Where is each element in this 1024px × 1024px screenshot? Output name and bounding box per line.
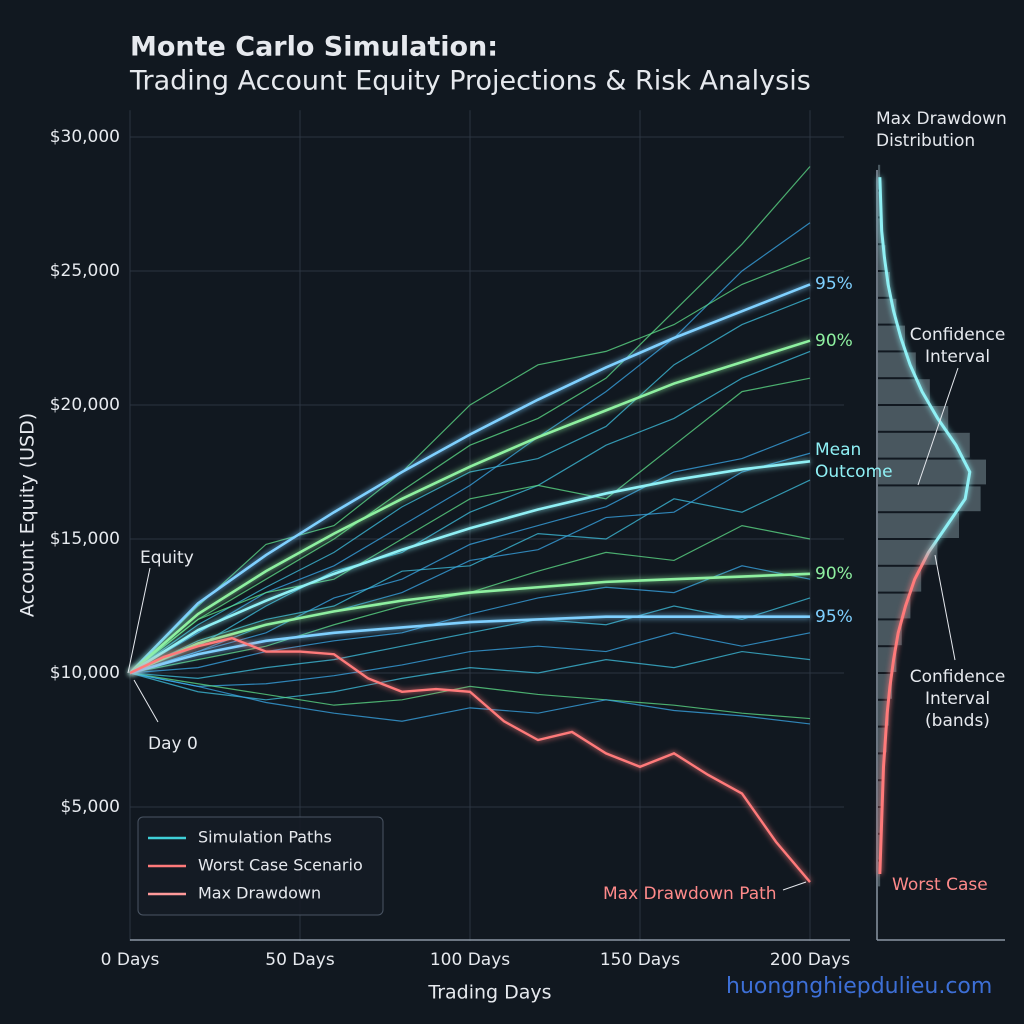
dist-bar	[878, 218, 883, 244]
percentile-line	[129, 572, 811, 675]
plot	[129, 166, 811, 883]
annotation: Confidence Interval (bands)	[909, 667, 1006, 731]
simulation-path	[129, 672, 811, 725]
grid: $5,000 $10,000 $15,000 $20,000 $25,000 $30,00…	[50, 110, 850, 970]
percentile-line	[129, 283, 811, 674]
simulation-path	[129, 297, 811, 674]
worst-case-path	[129, 636, 811, 883]
x-tick-label: 50 Days	[265, 950, 335, 970]
percentile-line	[129, 615, 810, 675]
annotation: Worst Case	[892, 875, 988, 895]
y-tick-label: $20,000	[50, 395, 120, 415]
y-axis-label: Account Equity (USD)	[17, 413, 39, 617]
x-axis-label: Trading Days	[427, 982, 551, 1004]
y-tick-label: $15,000	[50, 529, 120, 549]
simulation-path	[129, 350, 811, 674]
dist-title: Max Drawdown Distribution	[876, 109, 1007, 151]
simulation-path	[129, 632, 811, 688]
chart-title: Monte Carlo Simulation:	[130, 32, 498, 63]
percentile-line	[129, 339, 811, 674]
simulation-path	[129, 166, 811, 674]
pointer	[917, 367, 959, 486]
y-tick-label: $10,000	[50, 663, 120, 683]
dist-bar	[878, 727, 887, 753]
dist-bar	[878, 164, 881, 190]
distribution	[878, 164, 986, 887]
simulation-path	[129, 479, 811, 674]
pointer	[133, 679, 159, 723]
dist-bar	[878, 700, 889, 726]
percentile-label: 95%	[815, 606, 853, 627]
legend-box	[137, 816, 384, 916]
pointer	[934, 554, 956, 661]
percentile-label: 95%	[815, 274, 853, 295]
dist-bar	[878, 781, 884, 806]
percentile-line	[129, 459, 811, 675]
percentile-label: 90%	[815, 330, 853, 351]
dist-bar	[878, 808, 883, 833]
x-tick-label: 150 Days	[600, 950, 680, 970]
simulation-path	[129, 222, 811, 674]
y-tick-label: $30,000	[50, 127, 120, 147]
x-tick-label: 0 Days	[101, 950, 160, 970]
watermark: huongnghiepdulieu.com	[726, 974, 993, 999]
y-tick-label: $25,000	[50, 261, 120, 281]
simulation-path	[129, 257, 811, 674]
annotation: Day 0	[148, 734, 198, 754]
chart-subtitle: Trading Account Equity Projections & Ris…	[129, 66, 811, 97]
simulation-path	[129, 672, 811, 720]
percentile-label: Mean Outcome	[815, 440, 893, 483]
simulation-path	[129, 565, 811, 674]
simulation-path	[129, 431, 811, 674]
legend-label: Max Drawdown	[198, 884, 321, 903]
simulation-path	[129, 597, 811, 679]
legend-label: Worst Case Scenario	[198, 856, 363, 875]
annotation: Max Drawdown Path	[603, 884, 777, 904]
percentile-label: 90%	[815, 563, 853, 584]
y-tick-label: $5,000	[61, 797, 120, 817]
dist-outline	[878, 177, 972, 875]
simulation-path	[129, 452, 811, 674]
annotation: Confidence Interval	[909, 325, 1006, 367]
x-tick-label: 100 Days	[430, 950, 510, 970]
dist-bar	[878, 754, 885, 780]
pointer	[782, 881, 807, 891]
simulation-path	[129, 377, 811, 674]
legend: Simulation Paths Worst Case Scenario Max D…	[148, 828, 363, 903]
dist-bar	[878, 245, 886, 270]
x-tick-label: 200 Days	[770, 950, 850, 970]
dist-bar	[878, 272, 890, 297]
pointer	[127, 567, 151, 674]
dist-bar	[878, 861, 881, 887]
annotation: Equity	[140, 548, 194, 568]
legend-label: Simulation Paths	[198, 828, 332, 847]
